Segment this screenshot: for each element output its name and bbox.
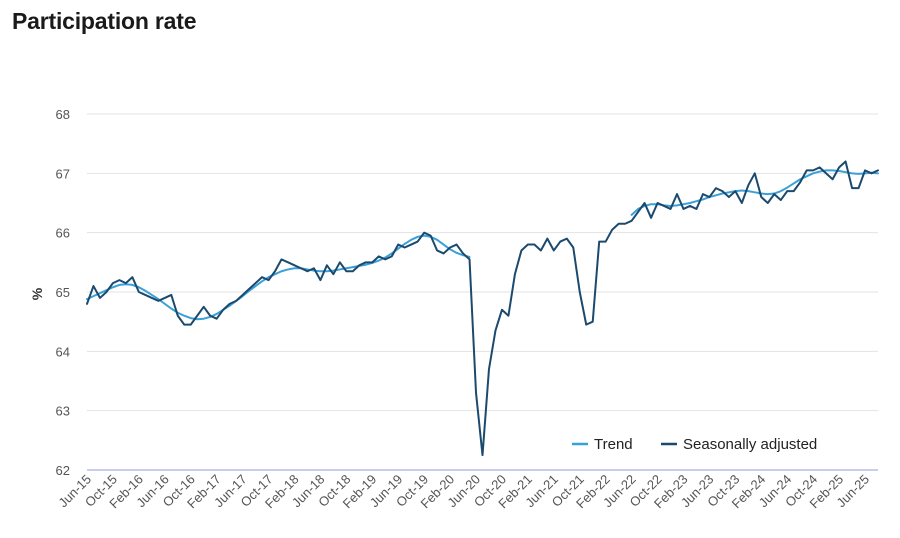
y-axis-label: % (29, 287, 45, 300)
seasonally-adjusted-line (86, 160, 879, 457)
trend-line (86, 234, 471, 321)
y-tick-label: 66 (56, 226, 70, 241)
x-axis: Jun-15Oct-15Feb-16Jun-16Oct-16Feb-17Jun-… (55, 469, 878, 511)
y-tick-label: 64 (56, 344, 70, 359)
y-tick-label: 68 (56, 107, 70, 122)
legend-seasonally-adjusted-label: Seasonally adjusted (683, 436, 817, 453)
y-tick-label: 62 (56, 463, 70, 478)
legend: Trend Seasonally adjusted (572, 436, 817, 453)
y-tick-label: 67 (56, 166, 70, 181)
gridlines (87, 113, 878, 412)
y-tick-label: 63 (56, 404, 70, 419)
y-tick-label: 65 (56, 285, 70, 300)
series-lines (86, 160, 879, 457)
y-axis-ticks: 62 63 64 65 66 67 68 (56, 107, 70, 478)
legend-trend-label: Trend (594, 436, 633, 453)
chart-title: Participation rate (12, 8, 197, 34)
